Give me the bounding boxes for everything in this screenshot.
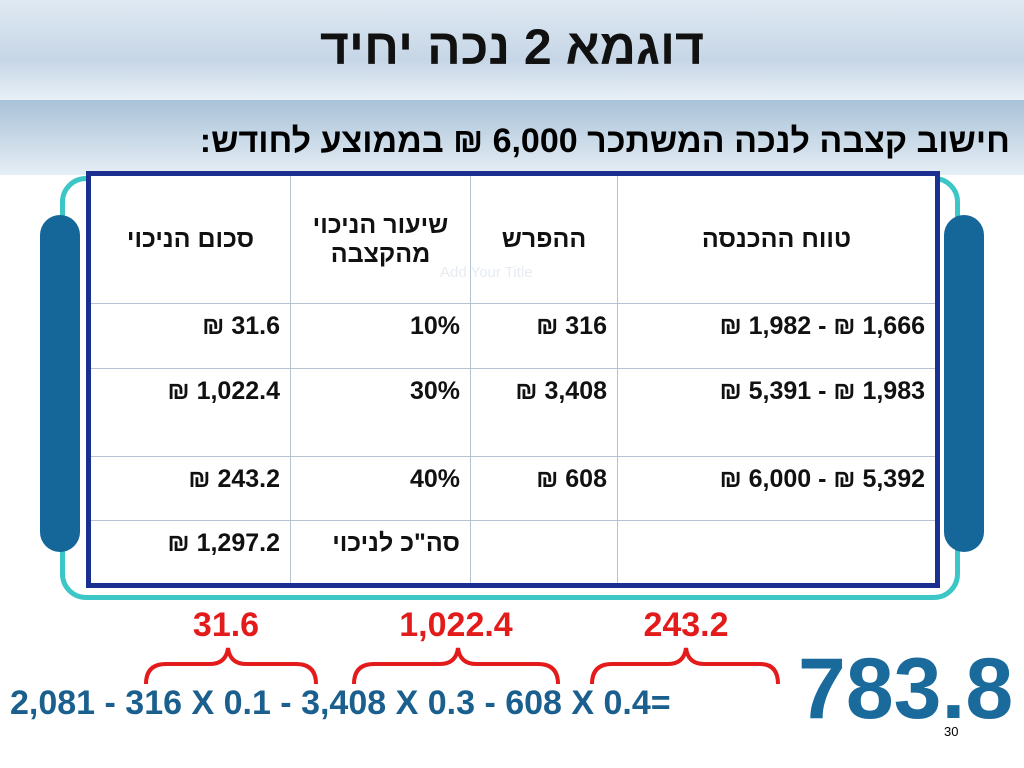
cell <box>617 520 938 586</box>
total-label: סה"כ לניכוי <box>290 520 471 586</box>
cell: 1,022.4 ₪ <box>88 368 291 457</box>
table: טווח ההכנסה ההפרש שיעור הניכוי מהקצבה סכ… <box>86 171 940 588</box>
row: 1,983 ₪ - 5,391 ₪ 3,408 ₪ 30% 1,022.4 ₪ <box>88 368 938 457</box>
cell: 3,408 ₪ <box>470 368 618 457</box>
side-pill <box>944 215 984 552</box>
formula: 2,081 - 316 X 0.1 - 3,408 X 0.3 - 608 X … <box>10 684 671 722</box>
cell: 608 ₪ <box>470 456 618 521</box>
cell: 1,666 ₪ - 1,982 ₪ <box>617 303 938 369</box>
slide-title: דוגמא 2 נכה יחיד <box>319 19 705 75</box>
brace <box>144 647 318 685</box>
cell: 243.2 ₪ <box>88 456 291 521</box>
side-pill <box>40 215 80 552</box>
total-value: 1,297.2 ₪ <box>88 520 291 586</box>
header-row: טווח ההכנסה ההפרש שיעור הניכוי מהקצבה סכ… <box>88 173 938 304</box>
total-row: סה"כ לניכוי 1,297.2 ₪ <box>88 520 938 586</box>
cell <box>470 520 618 586</box>
cell: 30% <box>290 368 471 457</box>
cell: 31.6 ₪ <box>88 303 291 369</box>
row: 1,666 ₪ - 1,982 ₪ 316 ₪ 10% 31.6 ₪ <box>88 303 938 369</box>
header-cell: סכום הניכוי <box>88 173 291 304</box>
brace-label: 1,022.4 <box>399 606 513 644</box>
ghost-text: Add Your Title <box>440 264 533 281</box>
header-cell: טווח ההכנסה <box>617 173 938 304</box>
header-band <box>0 0 1024 100</box>
cell: 1,983 ₪ - 5,391 ₪ <box>617 368 938 457</box>
result: 783.8 <box>798 641 1014 737</box>
row: 5,392 ₪ - 6,000 ₪ 608 ₪ 40% 243.2 ₪ <box>88 456 938 521</box>
brace-label: 31.6 <box>192 606 260 644</box>
brace <box>590 647 780 685</box>
braces <box>144 647 780 685</box>
cell: 10% <box>290 303 471 369</box>
header-cell: שיעור הניכוי מהקצבה <box>290 173 471 304</box>
cell: 5,392 ₪ - 6,000 ₪ <box>617 456 938 521</box>
subtitle-band <box>0 100 1024 175</box>
page-number: 30 <box>944 724 959 739</box>
brace <box>352 647 560 685</box>
cell: 316 ₪ <box>470 303 618 369</box>
brace-label: 243.2 <box>643 606 729 644</box>
subtitle: חישוב קצבה לנכה המשתכר 6,000 ₪ בממוצע לח… <box>199 122 1010 160</box>
cell: 40% <box>290 456 471 521</box>
header-cell: ההפרש <box>470 173 618 304</box>
brace-group <box>144 647 780 685</box>
